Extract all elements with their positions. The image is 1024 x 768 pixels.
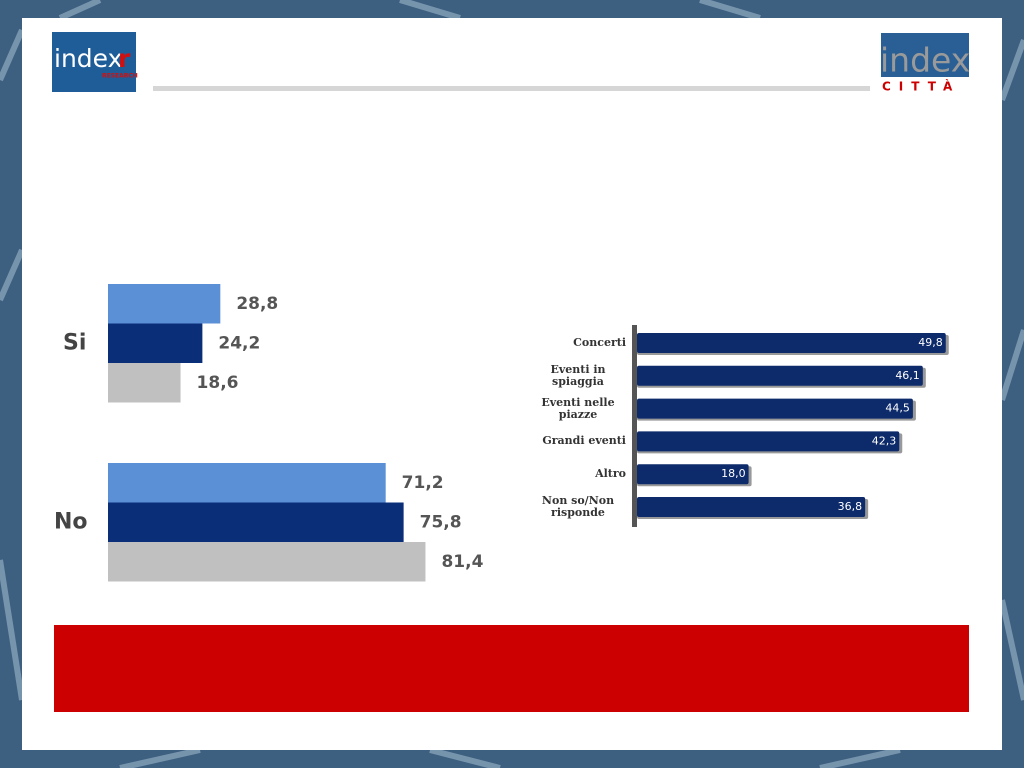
- logo-left-mark: r: [118, 44, 131, 73]
- logo-right-sub: CITTÀ: [882, 79, 960, 94]
- value-label: 42,3: [872, 434, 897, 447]
- value-label: 81,4: [441, 552, 483, 572]
- category-label: Grandi eventi: [542, 434, 626, 448]
- value-label: 46,1: [895, 369, 920, 382]
- bar: [637, 464, 749, 485]
- logo-right-text: index: [880, 41, 970, 80]
- footer-band: [54, 625, 969, 712]
- logo-right-box: [881, 33, 969, 77]
- category-label: No: [54, 509, 88, 534]
- header-rule: [153, 86, 870, 91]
- value-label: 36,8: [838, 500, 863, 513]
- bar: [637, 333, 946, 353]
- value-label: 44,5: [885, 402, 910, 415]
- bar: [108, 323, 203, 363]
- axis-wall: [632, 325, 637, 527]
- logo-left-text: index: [54, 44, 122, 73]
- bar: [637, 497, 866, 517]
- bar: [637, 431, 900, 452]
- category-label: Eventi in spiaggia: [550, 362, 606, 388]
- bar: [108, 502, 404, 542]
- bar: [637, 398, 913, 419]
- value-label: 18,0: [721, 467, 746, 480]
- value-label: 75,8: [420, 512, 462, 532]
- category-label: Eventi nelle piazze: [541, 395, 615, 421]
- value-label: 49,8: [918, 336, 943, 349]
- bar: [108, 463, 386, 503]
- category-label: Non so/Non risponde: [541, 494, 615, 519]
- logo-left-sub: RESEARCH: [102, 73, 138, 80]
- bar: [108, 542, 426, 582]
- value-label: 18,6: [197, 373, 239, 393]
- bar: [637, 365, 923, 386]
- value-label: 28,8: [236, 294, 278, 314]
- logo-left-box: [52, 32, 136, 92]
- value-label: 71,2: [402, 473, 444, 493]
- category-label: Altro: [595, 467, 626, 481]
- category-label: Si: [63, 330, 86, 355]
- bar: [108, 284, 221, 324]
- category-label: Concerti: [573, 336, 626, 349]
- value-label: 24,2: [218, 333, 260, 353]
- bar: [108, 363, 181, 403]
